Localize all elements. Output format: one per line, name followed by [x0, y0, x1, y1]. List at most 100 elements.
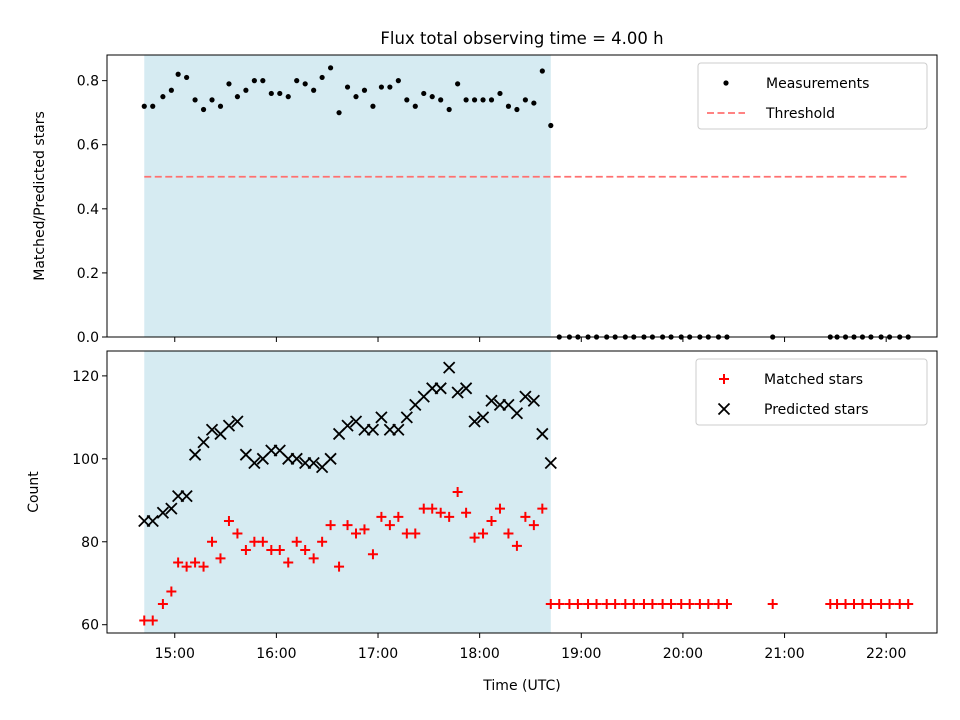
- measurement-point: [446, 106, 452, 113]
- panel-count: 60 80 100 120 15:00 16:00 17:00 18:00 19:00 20:00…: [26, 350, 938, 662]
- legend: Matched stars Predicted stars: [695, 358, 928, 426]
- matched-star-point: [721, 598, 732, 609]
- matched-star-point: [240, 545, 251, 556]
- matched-star-point: [198, 561, 209, 572]
- measurement-point: [395, 78, 401, 84]
- predicted-star-point: [165, 502, 178, 515]
- matched-star-point: [166, 586, 177, 597]
- matched-star-point: [694, 598, 705, 609]
- matched-star-point: [545, 598, 556, 609]
- matched-star-point: [334, 561, 345, 572]
- matched-star-point: [444, 511, 455, 522]
- matched-star-point: [638, 598, 649, 609]
- matched-star-point: [857, 598, 868, 609]
- predicted-star-point: [434, 382, 447, 395]
- measurement-point: [251, 78, 257, 84]
- measurement-point: [302, 81, 308, 87]
- predicted-star-point: [180, 490, 193, 503]
- measurement-point: [141, 103, 147, 109]
- matched-star-point: [410, 528, 421, 539]
- matched-star-point: [601, 598, 612, 609]
- matched-star-point: [703, 598, 714, 609]
- matched-star-point: [583, 598, 594, 609]
- measurement-point: [327, 65, 334, 71]
- matched-star-point: [894, 598, 905, 609]
- predicted-star-point: [459, 382, 473, 395]
- panel-ratio: 0.0 0.2 0.4 0.6 0.8 Matched/Predicted stars Me…: [32, 54, 938, 346]
- measurement-point: [285, 94, 291, 100]
- x-tick-label: 20:00: [663, 646, 703, 662]
- matched-star-point: [478, 528, 489, 539]
- matched-star-point: [620, 598, 631, 609]
- matched-star-point: [393, 511, 404, 522]
- predicted-star-point: [476, 411, 490, 424]
- measurement-point: [370, 103, 376, 109]
- measurement-point: [336, 110, 342, 116]
- predicted-star-point: [519, 390, 532, 403]
- legend-marker: [723, 80, 729, 86]
- matched-star-point: [300, 545, 311, 556]
- matched-star-point: [591, 598, 602, 609]
- matched-star-point: [232, 528, 243, 539]
- matched-star-point: [528, 520, 539, 531]
- matched-star-point: [884, 598, 895, 609]
- measurement-point: [378, 84, 385, 90]
- predicted-star-point: [527, 394, 540, 407]
- y-tick-label: 0.2: [77, 266, 99, 282]
- predicted-star-point: [536, 427, 549, 441]
- measurement-point: [150, 103, 156, 109]
- predicted-star-point: [290, 452, 303, 465]
- measurement-point: [421, 90, 427, 97]
- x-tick-label: 15:00: [155, 646, 195, 662]
- predicted-star-point: [468, 415, 481, 428]
- y-tick-label: 120: [72, 369, 99, 385]
- y-tick-label: 60: [81, 618, 99, 634]
- matched-star-point: [684, 598, 695, 609]
- measurement-point: [319, 74, 325, 81]
- y-tick-label: 80: [81, 535, 99, 551]
- matched-star-point: [207, 536, 218, 547]
- matched-star-point: [511, 540, 522, 551]
- measurement-point: [412, 103, 418, 109]
- x-tick-label: 19:00: [561, 646, 601, 662]
- predicted-star-point: [544, 456, 557, 470]
- measurement-point: [226, 81, 232, 87]
- predicted-star-point: [156, 506, 170, 519]
- measurement-point: [488, 97, 495, 103]
- measurement-point: [234, 94, 241, 100]
- measurement-point: [175, 71, 181, 77]
- matched-star-point: [249, 536, 260, 547]
- x-tick-label: 21:00: [764, 646, 804, 662]
- matched-star-point: [283, 557, 294, 568]
- measurement-point: [217, 103, 224, 109]
- matched-star-point: [628, 598, 639, 609]
- predicted-star-point: [451, 386, 464, 399]
- observing-window-span: [144, 55, 551, 337]
- y-axis-label: Matched/Predicted stars: [32, 111, 48, 281]
- matched-star-point: [452, 487, 463, 497]
- matched-star-point: [367, 549, 378, 560]
- matched-star-point: [865, 598, 876, 609]
- matched-star-point: [384, 520, 395, 531]
- measurement-point: [539, 68, 545, 74]
- matched-star-point: [291, 536, 302, 547]
- measurement-point: [311, 87, 317, 93]
- predicted-star-point: [443, 361, 456, 374]
- predicted-star-point: [205, 423, 219, 436]
- matched-star-point: [317, 536, 328, 547]
- matched-star-point: [903, 598, 914, 609]
- predicted-star-point: [366, 423, 380, 436]
- legend-label: Threshold: [765, 106, 835, 122]
- matched-star-point: [181, 561, 192, 572]
- measurement-point: [268, 90, 274, 97]
- predicted-star-point: [197, 436, 210, 449]
- predicted-star-point: [146, 514, 159, 528]
- y-tick-label: 0.4: [77, 202, 99, 218]
- matched-star-point: [840, 598, 851, 609]
- measurement-point: [277, 90, 283, 97]
- predicted-star-point: [248, 456, 261, 470]
- measurement-point: [531, 100, 537, 106]
- x-tick-label: 16:00: [256, 646, 296, 662]
- measurement-point: [548, 122, 554, 129]
